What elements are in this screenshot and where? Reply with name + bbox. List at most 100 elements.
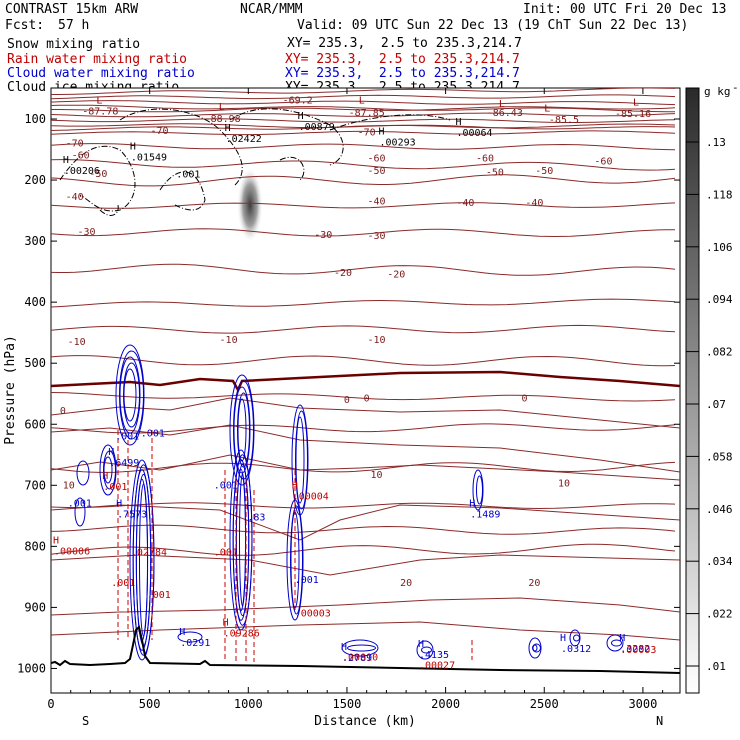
isotherm-line bbox=[51, 106, 676, 113]
extremum-value: .001 bbox=[103, 482, 127, 493]
isotherm-line bbox=[51, 461, 676, 473]
temperature-label: -87.78 bbox=[82, 107, 118, 118]
x-tick-label: 2000 bbox=[431, 697, 460, 711]
cloud-water-contour bbox=[139, 483, 148, 637]
isotherm-line bbox=[51, 143, 676, 151]
cloud-ice-contour bbox=[159, 171, 206, 211]
x-axis-title: Distance (km) bbox=[314, 714, 416, 729]
colorbar-tick-label: .034 bbox=[706, 555, 733, 568]
colorbar-tick-label: .046 bbox=[706, 503, 733, 516]
extremum-value: .0312 bbox=[561, 644, 591, 655]
isotherm-line bbox=[51, 355, 676, 367]
isotherm-line bbox=[51, 202, 676, 209]
extremum-value: .09286 bbox=[224, 629, 260, 640]
temperature-label: 0 bbox=[364, 394, 370, 405]
temperature-label: 10 bbox=[63, 480, 75, 491]
colorbar-units-exponent: -1 bbox=[732, 81, 740, 94]
temperature-label: -30 bbox=[77, 227, 95, 238]
extremum-value: .00064 bbox=[456, 128, 492, 139]
temperature-label: -30 bbox=[368, 231, 386, 242]
extremum-value: .83 bbox=[247, 513, 265, 524]
extremum-mark: L bbox=[633, 98, 639, 109]
extremum-mark: H bbox=[560, 633, 566, 644]
colorbar-tick-label: .106 bbox=[706, 241, 733, 254]
cloud-water-contour bbox=[103, 456, 113, 484]
temperature-label: -88.98 bbox=[205, 114, 241, 125]
terrain-line bbox=[51, 625, 680, 674]
extremum-value: .00293 bbox=[380, 137, 416, 148]
extremum-value: .02422 bbox=[226, 134, 262, 145]
cloud-ice-contour bbox=[99, 204, 119, 216]
extremum-value: .4135 bbox=[419, 650, 449, 661]
temperature-label: -85.5 bbox=[549, 115, 579, 126]
extremum-mark: H bbox=[246, 502, 252, 513]
cloud-ice-contour bbox=[329, 114, 451, 131]
extremum-value: .00010 bbox=[342, 653, 378, 664]
colorbar-tick-label: .07 bbox=[706, 398, 726, 411]
model-title: CONTRAST 15km ARW bbox=[5, 2, 139, 17]
extremum-value: .0291 bbox=[180, 638, 210, 649]
isotherm-line bbox=[51, 502, 676, 510]
extremum-value: .001 bbox=[214, 548, 238, 559]
extremum-value: .1489 bbox=[470, 510, 500, 521]
cloud-ice-contour bbox=[59, 145, 136, 212]
temperature-label: 0 bbox=[60, 406, 66, 417]
cloud-water-contour bbox=[421, 646, 432, 654]
extremum-mark: H bbox=[53, 535, 59, 546]
cloud-water-contour bbox=[177, 631, 203, 643]
cloud-water-contour bbox=[123, 368, 137, 422]
field-name-snow: Snow mixing ratio bbox=[7, 37, 141, 52]
isotherm-line bbox=[51, 424, 680, 473]
cloud-ice-contour bbox=[279, 157, 305, 181]
temperature-label: -60 bbox=[72, 151, 90, 162]
isotherm-line bbox=[51, 621, 680, 641]
temperature-label: -60 bbox=[476, 154, 494, 165]
temperature-label: -50 bbox=[89, 169, 107, 180]
x-tick-label: 1000 bbox=[234, 697, 263, 711]
extremum-mark: H bbox=[116, 499, 122, 510]
extremum-value: .00206 bbox=[64, 166, 100, 177]
valid-time: Valid: 09 UTC Sun 22 Dec 13 (19 ChT Sun … bbox=[297, 18, 689, 33]
center-title: NCAR/MMM bbox=[240, 2, 303, 17]
extremum-value: .00003 bbox=[620, 645, 656, 656]
isotherm-line bbox=[51, 228, 676, 238]
isotherm-line bbox=[51, 174, 676, 187]
extremum-mark: H bbox=[63, 155, 69, 166]
extremum-mark: H bbox=[108, 447, 114, 458]
isotherm-line bbox=[51, 123, 676, 131]
field-name-cloud-water: Cloud water mixing ratio bbox=[7, 66, 195, 81]
snow-shading bbox=[237, 167, 263, 243]
temperature-labels: -87.78 -88.98 -69.2 -87.85 -86.43 -85.5 -85.16… bbox=[60, 96, 651, 589]
extremum-value: .3282 bbox=[620, 644, 650, 655]
temperature-label: -69.2 bbox=[283, 96, 313, 107]
temperature-label: -70 bbox=[66, 138, 84, 149]
extremum-value: .00006 bbox=[54, 546, 90, 557]
plot-frame bbox=[50, 87, 681, 694]
temperature-label: 0 bbox=[522, 394, 528, 405]
temperature-label: -85.16 bbox=[615, 109, 651, 120]
plot-contents: -87.78 -88.98 -69.2 -87.85 -86.43 -85.5 -85.16… bbox=[51, 88, 680, 674]
extremum-mark: H bbox=[379, 126, 385, 137]
extremum-value: .001 bbox=[115, 432, 139, 443]
y-tick-label: 200 bbox=[24, 173, 46, 187]
x-tick-label: 2500 bbox=[530, 697, 559, 711]
temperature-label: -50 bbox=[368, 166, 386, 177]
extremum-value: .00879 bbox=[299, 122, 335, 133]
extremum-value: .02784 bbox=[131, 548, 167, 559]
isotherm-line bbox=[51, 324, 676, 334]
extremum-mark: H bbox=[225, 123, 231, 134]
cloud-ice-contours bbox=[59, 108, 451, 216]
extremum-mark: L bbox=[499, 99, 505, 110]
colorbar-tick-label: .082 bbox=[706, 346, 733, 359]
extremum-value: .001 bbox=[295, 575, 319, 586]
y-tick-label: 900 bbox=[24, 600, 46, 614]
colorbar-tick-label: .022 bbox=[706, 608, 733, 621]
cloud-water-contour bbox=[532, 644, 538, 652]
temperature-contours bbox=[51, 88, 680, 641]
colorbar-tick-label: .058 bbox=[706, 450, 733, 463]
y-tick-label: 400 bbox=[24, 295, 46, 309]
extrema-labels: LLL L LLH.00879H.02422H.00293H.00064H.0154… bbox=[53, 96, 656, 672]
extremum-value: .001 bbox=[147, 590, 171, 601]
temperature-label: -10 bbox=[220, 335, 238, 346]
